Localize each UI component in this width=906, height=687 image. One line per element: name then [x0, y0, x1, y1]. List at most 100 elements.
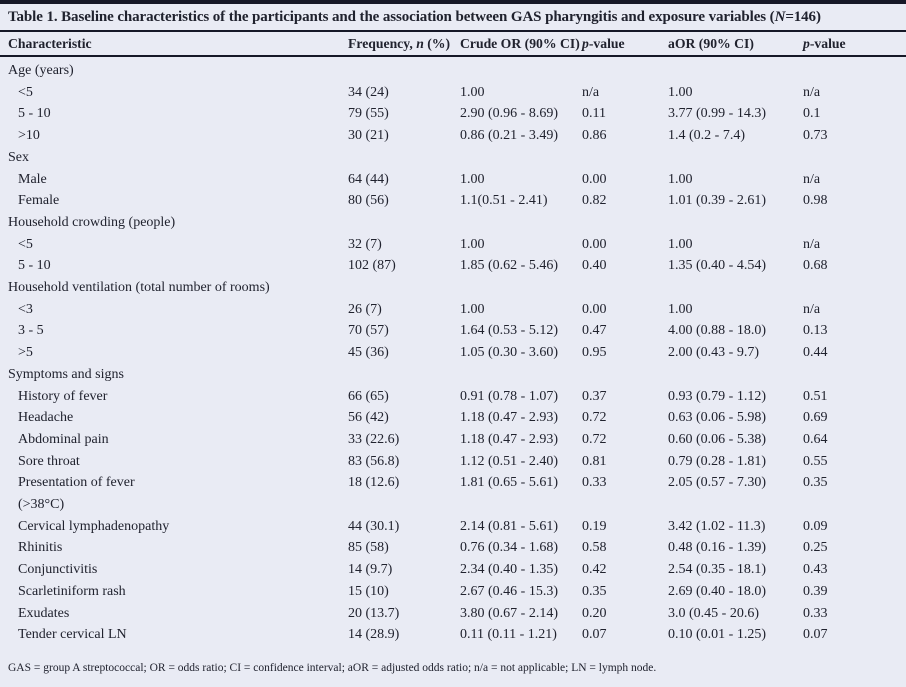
characteristic-label: <5 [18, 84, 33, 100]
cell-frequency: 80 (56) [348, 193, 389, 209]
cell-aor: 2.05 (0.57 - 7.30) [668, 475, 766, 491]
cell-p-value-aor: 0.69 [803, 410, 828, 426]
section-row: Age (years) [0, 56, 906, 82]
cell-frequency: 30 (21) [348, 128, 389, 144]
cell-p-value-aor: 0.1 [803, 106, 821, 122]
cell-crude-or: 1.64 (0.53 - 5.12) [460, 323, 558, 339]
cell-p-value-aor: n/a [803, 236, 821, 252]
table-row: Rhinitis 85 (58) 0.76 (0.34 - 1.68) 0.58 0.4… [0, 537, 906, 559]
cell-p-value-crude: 0.72 [582, 410, 607, 426]
cell-p-value-aor: 0.43 [803, 562, 828, 578]
cell-crude-or: 1.00 [460, 236, 485, 252]
cell-p-value-aor: 0.55 [803, 453, 828, 469]
section-row: Sex [0, 147, 906, 169]
table-title-text: Table 1. Baseline characteristics of the… [8, 9, 775, 25]
cell-frequency [348, 212, 460, 234]
section-row: Household crowding (people) [0, 212, 906, 234]
cell-crude-or: 0.91 (0.78 - 1.07) [460, 388, 558, 404]
cell-aor: 1.00 [668, 301, 693, 317]
table-row: <5 32 (7) 1.00 0.00 1.00 n/a [0, 234, 906, 256]
characteristic-label: Scarletiniform rash [18, 583, 126, 599]
cell-p-value-crude: 0.86 [582, 128, 607, 144]
cell-p-value-aor [803, 364, 906, 386]
cell-aor: 1.01 (0.39 - 2.61) [668, 193, 766, 209]
cell-aor: 1.00 [668, 171, 693, 187]
col-header-p-value-aor: p-value [803, 32, 906, 57]
cell-p-value-crude: 0.95 [582, 345, 607, 361]
cell-frequency: 79 (55) [348, 106, 389, 122]
cell-aor: 0.93 (0.79 - 1.12) [668, 388, 766, 404]
cell-frequency: 66 (65) [348, 388, 389, 404]
cell-frequency: 83 (56.8) [348, 453, 400, 469]
cell-aor: 3.77 (0.99 - 14.3) [668, 106, 766, 122]
section-row: Household ventilation (total number of r… [0, 277, 906, 299]
table-row: 5 - 10 102 (87) 1.85 (0.62 - 5.46) 0.40 1.35… [0, 255, 906, 277]
characteristic-label: 3 - 5 [18, 323, 44, 339]
p-value-italic: p [803, 36, 810, 51]
cell-p-value-crude: 0.07 [582, 627, 607, 643]
cell-crude-or: 1.00 [460, 84, 485, 100]
cell-frequency: 26 (7) [348, 301, 382, 317]
cell-crude-or: 3.80 (0.67 - 2.14) [460, 605, 558, 621]
characteristic-label: Exudates [18, 605, 70, 621]
cell-aor: 1.00 [668, 84, 693, 100]
cell-p-value-crude [582, 277, 668, 299]
cell-p-value-aor [803, 56, 906, 82]
cell-aor: 2.69 (0.40 - 18.0) [668, 583, 766, 599]
cell-p-value-crude: 0.00 [582, 171, 607, 187]
cell-crude-or: 2.14 (0.81 - 5.61) [460, 518, 558, 534]
cell-crude-or: 2.67 (0.46 - 15.3) [460, 583, 558, 599]
cell-p-value-crude: 0.40 [582, 258, 607, 274]
cell-p-value-aor: 0.51 [803, 388, 828, 404]
cell-p-value-aor: 0.09 [803, 518, 828, 534]
cell-p-value-crude: 0.00 [582, 301, 607, 317]
characteristic-label: Abdominal pain [18, 431, 109, 447]
table-footnote: GAS = group A streptococcal; OR = odds r… [8, 661, 657, 674]
col-header-p-value-crude: p-value [582, 32, 668, 57]
table-row: Conjunctivitis 14 (9.7) 2.34 (0.40 - 1.35)… [0, 559, 906, 581]
cell-aor: 0.79 (0.28 - 1.81) [668, 453, 766, 469]
cell-aor: 0.10 (0.01 - 1.25) [668, 627, 766, 643]
cell-p-value-crude: 0.35 [582, 583, 607, 599]
cell-aor: 0.48 (0.16 - 1.39) [668, 540, 766, 556]
table-row: Headache 56 (42) 1.18 (0.47 - 2.93) 0.72 0.6… [0, 407, 906, 429]
cell-p-value-crude [582, 147, 668, 169]
cell-crude-or: 1.1(0.51 - 2.41) [460, 193, 548, 209]
cell-p-value-crude: 0.00 [582, 236, 607, 252]
table-row: 5 - 10 79 (55) 2.90 (0.96 - 8.69) 0.11 3.77 … [0, 103, 906, 125]
section-row: Symptoms and signs [0, 364, 906, 386]
cell-p-value-crude: 0.19 [582, 518, 607, 534]
cell-crude-or: 0.11 (0.11 - 1.21) [460, 627, 557, 643]
table-title-n-italic: N [774, 9, 786, 25]
cell-aor [668, 56, 803, 82]
cell-frequency: 34 (24) [348, 84, 389, 100]
table-row: <5 34 (24) 1.00 n/a 1.00 n/a [0, 82, 906, 104]
characteristic-label: Conjunctivitis [18, 562, 98, 578]
p-value-suffix: -value [809, 36, 846, 51]
table-row: >5 45 (36) 1.05 (0.30 - 3.60) 0.95 2.00 (0.4… [0, 342, 906, 364]
cell-crude-or: 1.05 (0.30 - 3.60) [460, 345, 558, 361]
section-label: Household ventilation (total number of r… [8, 280, 270, 296]
p-value-suffix: -value [588, 36, 625, 51]
table-top-rule [0, 0, 906, 4]
section-label: Sex [8, 149, 29, 165]
cell-crude-or [460, 212, 582, 234]
table-row: Exudates 20 (13.7) 3.80 (0.67 - 2.14) 0.20 3… [0, 603, 906, 625]
cell-frequency [348, 147, 460, 169]
table-row: 3 - 5 70 (57) 1.64 (0.53 - 5.12) 0.47 4.00 (… [0, 320, 906, 342]
cell-crude-or: 1.00 [460, 301, 485, 317]
cell-p-value-aor: n/a [803, 301, 821, 317]
table-row: Cervical lymphadenopathy 44 (30.1) 2.14 (0… [0, 516, 906, 538]
cell-frequency: 85 (58) [348, 540, 389, 556]
characteristic-label: <5 [18, 236, 33, 252]
cell-aor [668, 147, 803, 169]
cell-frequency: 44 (30.1) [348, 518, 400, 534]
cell-frequency: 14 (9.7) [348, 562, 393, 578]
cell-p-value-aor: 0.39 [803, 583, 828, 599]
cell-aor [668, 277, 803, 299]
cell-crude-or: 2.34 (0.40 - 1.35) [460, 562, 558, 578]
cell-p-value-crude: 0.82 [582, 193, 607, 209]
cell-aor: 2.54 (0.35 - 18.1) [668, 562, 766, 578]
table-title: Table 1. Baseline characteristics of the… [0, 4, 906, 32]
cell-p-value-aor [803, 212, 906, 234]
